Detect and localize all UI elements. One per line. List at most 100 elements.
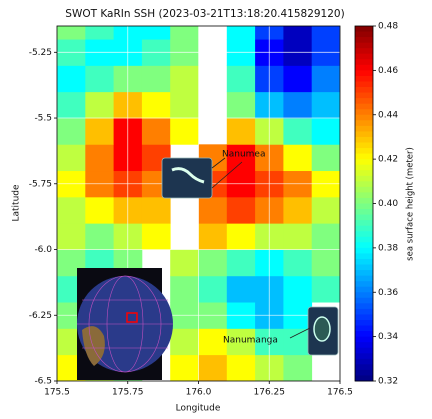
colorbar-step [355, 331, 373, 337]
heat-cell [227, 92, 256, 119]
colorbar-step [355, 226, 373, 232]
heat-cell [85, 118, 114, 145]
x-tick-label: 176.0 [186, 388, 212, 398]
colorbar: 0.320.340.360.380.400.420.440.460.48 [355, 22, 398, 387]
heat-cell [283, 250, 312, 277]
heat-cell [57, 197, 86, 224]
colorbar-tick-label: 0.34 [378, 332, 398, 342]
colorbar-step [355, 292, 373, 298]
colorbar-step [355, 115, 373, 121]
colorbar-step [355, 342, 373, 348]
colorbar-step [355, 309, 373, 315]
colorbar-step [355, 320, 373, 326]
heat-cell [85, 92, 114, 119]
colorbar-step [355, 54, 373, 60]
colorbar-step [355, 181, 373, 187]
colorbar-tick-label: 0.48 [378, 22, 398, 32]
colorbar-step [355, 87, 373, 93]
x-axis-label: Longitude [176, 404, 221, 414]
heat-cell [283, 92, 312, 119]
colorbar-tick-label: 0.44 [378, 110, 398, 120]
colorbar-step [355, 276, 373, 282]
heat-cell [170, 355, 199, 382]
heat-cell [170, 276, 199, 303]
colorbar-step [355, 154, 373, 160]
heat-cell [199, 197, 228, 224]
heat-cell [312, 197, 341, 224]
chart-title: SWOT KaRIn SSH (2023-03-21T13:18:20.4158… [65, 8, 344, 20]
colorbar-step [355, 215, 373, 221]
heat-cell [170, 118, 199, 145]
colorbar-step [355, 70, 373, 76]
y-tick-label: -5.5 [34, 114, 52, 124]
heat-cell [142, 92, 171, 119]
heat-cell [283, 65, 312, 92]
colorbar-tick-label: 0.42 [378, 155, 398, 165]
colorbar-step [355, 370, 373, 376]
colorbar-tick-label: 0.32 [378, 377, 398, 387]
colorbar-step [355, 248, 373, 254]
colorbar-step [355, 287, 373, 293]
heat-cell [199, 250, 228, 277]
x-tick-label: 176.25 [254, 388, 286, 398]
globe-inset [77, 268, 173, 380]
colorbar-step [355, 43, 373, 49]
heat-cell [85, 144, 114, 171]
heat-cell [170, 92, 199, 119]
annotation: Nanumanga [223, 336, 278, 346]
heat-cell [199, 276, 228, 303]
heat-cell [227, 197, 256, 224]
colorbar-step [355, 364, 373, 370]
colorbar-step [355, 81, 373, 87]
colorbar-step [355, 131, 373, 137]
heat-cell [312, 65, 341, 92]
heat-cell [57, 65, 86, 92]
heat-cell [142, 197, 171, 224]
heat-cell [199, 223, 228, 250]
y-tick-label: -6.5 [34, 377, 52, 387]
heat-cell [142, 223, 171, 250]
colorbar-step [355, 337, 373, 343]
colorbar-step [355, 359, 373, 365]
colorbar-step [355, 32, 373, 38]
heat-cell [85, 223, 114, 250]
colorbar-step [355, 314, 373, 320]
colorbar-tick-label: 0.36 [378, 288, 398, 298]
heat-cell [312, 250, 341, 277]
nanumanga-inset [308, 307, 338, 355]
colorbar-step [355, 126, 373, 132]
nanumea-inset [162, 158, 212, 198]
heat-cell [170, 328, 199, 355]
colorbar-step [355, 48, 373, 54]
heat-cell [227, 223, 256, 250]
colorbar-step [355, 176, 373, 182]
colorbar-step [355, 109, 373, 115]
heat-cell [312, 144, 341, 171]
colorbar-tick-label: 0.46 [378, 66, 398, 76]
colorbar-label: sea surface height (meter) [406, 147, 416, 261]
colorbar-step [355, 159, 373, 165]
x-tick-label: 175.75 [112, 388, 144, 398]
heat-cell [57, 118, 86, 145]
colorbar-step [355, 26, 373, 32]
heat-cell [227, 65, 256, 92]
colorbar-step [355, 242, 373, 248]
heat-cell [199, 355, 228, 382]
colorbar-step [355, 137, 373, 143]
heat-cell [57, 223, 86, 250]
heat-cell [85, 197, 114, 224]
colorbar-step [355, 259, 373, 265]
x-tick-label: 175.5 [44, 388, 70, 398]
heat-cell [312, 276, 341, 303]
heat-cell [283, 144, 312, 171]
heat-cell [283, 223, 312, 250]
y-tick-label: -6.25 [29, 311, 52, 321]
colorbar-step [355, 209, 373, 215]
heat-cell [57, 92, 86, 119]
heat-cell [170, 65, 199, 92]
heat-cell [142, 65, 171, 92]
colorbar-step [355, 298, 373, 304]
x-tick-label: 176.5 [327, 388, 353, 398]
colorbar-step [355, 170, 373, 176]
colorbar-step [355, 253, 373, 259]
